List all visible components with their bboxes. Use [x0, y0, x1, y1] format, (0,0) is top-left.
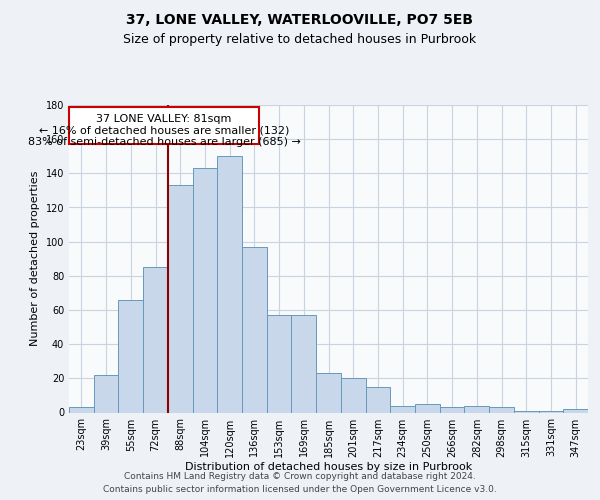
Text: Size of property relative to detached houses in Purbrook: Size of property relative to detached ho… — [124, 32, 476, 46]
Bar — [193, 168, 217, 412]
Bar — [168, 186, 193, 412]
Y-axis label: Number of detached properties: Number of detached properties — [30, 171, 40, 346]
Bar — [489, 408, 514, 412]
Bar — [118, 300, 143, 412]
Bar — [94, 375, 118, 412]
X-axis label: Distribution of detached houses by size in Purbrook: Distribution of detached houses by size … — [185, 462, 472, 472]
Bar — [514, 411, 539, 412]
Bar — [365, 387, 390, 412]
Bar — [539, 411, 563, 412]
Bar — [217, 156, 242, 412]
Bar — [267, 315, 292, 412]
Bar — [464, 406, 489, 412]
Bar — [242, 247, 267, 412]
Bar — [316, 373, 341, 412]
Bar — [440, 408, 464, 412]
Text: Contains public sector information licensed under the Open Government Licence v3: Contains public sector information licen… — [103, 485, 497, 494]
Bar — [390, 406, 415, 412]
Text: 83% of semi-detached houses are larger (685) →: 83% of semi-detached houses are larger (… — [28, 138, 301, 147]
Bar — [292, 315, 316, 412]
Text: 37 LONE VALLEY: 81sqm: 37 LONE VALLEY: 81sqm — [97, 114, 232, 124]
FancyBboxPatch shape — [69, 106, 259, 144]
Bar — [143, 268, 168, 412]
Text: Contains HM Land Registry data © Crown copyright and database right 2024.: Contains HM Land Registry data © Crown c… — [124, 472, 476, 481]
Bar — [341, 378, 365, 412]
Text: ← 16% of detached houses are smaller (132): ← 16% of detached houses are smaller (13… — [39, 126, 289, 136]
Bar — [563, 409, 588, 412]
Bar — [415, 404, 440, 412]
Bar — [69, 408, 94, 412]
Text: 37, LONE VALLEY, WATERLOOVILLE, PO7 5EB: 37, LONE VALLEY, WATERLOOVILLE, PO7 5EB — [127, 12, 473, 26]
